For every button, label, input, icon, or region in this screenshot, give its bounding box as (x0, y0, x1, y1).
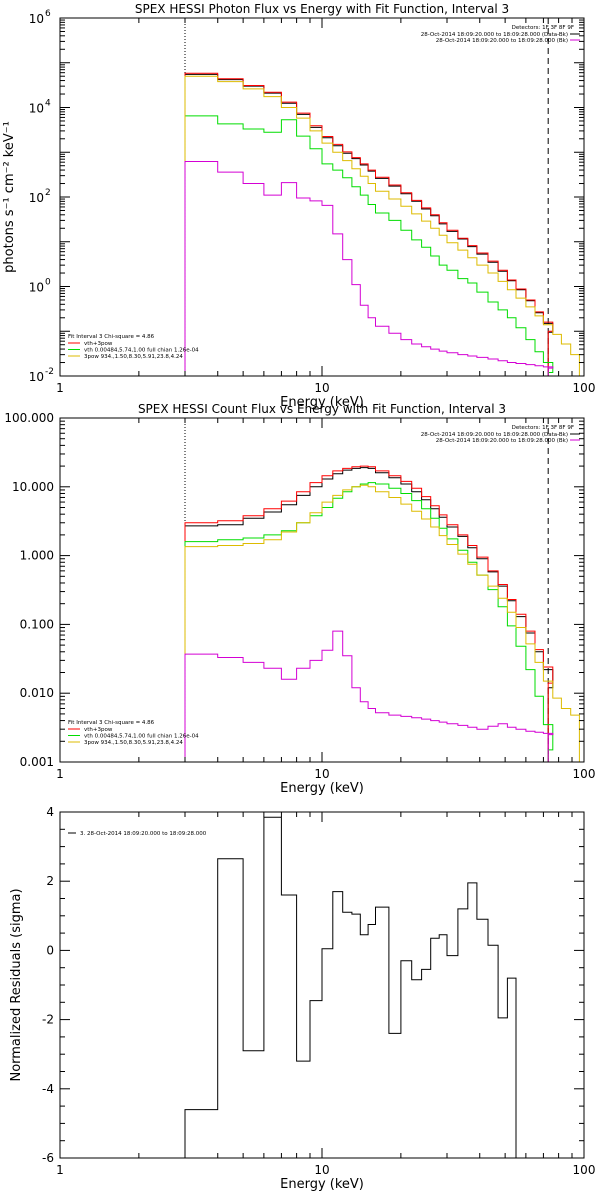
count-x-axis-label: Energy (keV) (280, 781, 364, 796)
photon-x-tick-label: 1 (56, 381, 64, 395)
count-title: SPEX HESSI Count Flux vs Energy with Fit… (138, 402, 506, 416)
residuals-x-tick-label: 1 (56, 1163, 64, 1177)
photon-series-line-0 (184, 73, 554, 376)
residuals-y-tick-label: -6 (42, 1151, 54, 1165)
photon-y-tick-label: 10 (29, 281, 44, 295)
photon-y-tick-label: 10 (29, 102, 44, 116)
photon-legend-header: Detectors: 1F 3F 8F 9F (512, 25, 574, 31)
residuals-y-axis: -6 -4 -2 0 2 4 Normalized Residuals (sigma) (9, 805, 584, 1165)
photon-x-axis: 1 10 100 Energy (keV) (56, 18, 595, 410)
count-y-tick-label: 10.000 (12, 480, 54, 494)
photon-y-tick-base: 10 (29, 102, 44, 116)
photon-fit-legend-header: Fit Interval 3 Chi-square = 4.86 (68, 334, 155, 340)
count-y-tick-label: 0.100 (20, 617, 54, 631)
residuals-legend-item: 3. 28-Oct-2014 18:09:20.000 to 18:09:28.… (80, 831, 207, 837)
residuals-x-axis-label: Energy (keV) (280, 1177, 364, 1192)
count-series-line-3 (184, 484, 580, 762)
photon-fit-legend-item: vth 0.00484,5.74,1.00 full chian 1.26e-0… (84, 348, 199, 354)
photon-series-line-4 (184, 161, 554, 376)
count-legend-item: 28-Oct-2014 18:09:20.000 to 18:09:28.000… (436, 438, 568, 444)
photon-y-tick-base: 10 (29, 281, 44, 295)
count-series-line-1 (184, 465, 554, 762)
residuals-y-tick-label: 2 (46, 874, 54, 888)
count-legend-bottom: Fit Interval 3 Chi-square = 4.86vth+3pow… (68, 720, 199, 746)
photon-legend-bottom: Fit Interval 3 Chi-square = 4.86vth+3pow… (68, 334, 199, 360)
photon-x-tick-label: 10 (314, 381, 329, 395)
photon-y-tick-base: 10 (29, 12, 44, 26)
photon-y-tick-base: 10 (29, 191, 44, 205)
count-fit-legend-item: vth+3pow (84, 727, 113, 733)
residuals-y-tick-label: 0 (46, 943, 54, 957)
residuals-y-tick-label: 4 (46, 805, 54, 819)
residuals-y-tick-label: -4 (42, 1082, 54, 1096)
count-series-group (184, 465, 580, 762)
photon-y-tick-exponent: 6 (45, 9, 51, 19)
photon-chart: SPEX HESSI Photon Flux vs Energy with Fi… (2, 2, 595, 410)
count-series-line-4 (184, 630, 554, 762)
photon-fit-legend-item: vth+3pow (84, 341, 113, 347)
count-y-axis: 0.001 0.010 0.100 1.000 10.000 100.000 (4, 411, 584, 769)
count-legend-header: Detectors: 1F 3F 8F 9F (512, 425, 574, 431)
photon-fit-legend-item: 3pow 934.,1.50,8.30,5.91,23.8,4.24 (84, 354, 183, 360)
count-fit-legend-item: 3pow 934.,1.50,8.30,5.91,23.8,4.24 (84, 740, 183, 746)
photon-x-tick-label: 100 (573, 381, 596, 395)
photon-y-tick-exponent: -2 (45, 367, 54, 377)
photon-title: SPEX HESSI Photon Flux vs Energy with Fi… (135, 2, 509, 16)
count-x-axis: 1 10 100 Energy (keV) (56, 418, 595, 796)
count-legend-item: 28-Oct-2014 18:09:20.000 to 18:09:28.000… (421, 432, 568, 438)
photon-series-line-3 (184, 75, 580, 376)
residuals-y-tick-label: -2 (42, 1013, 54, 1027)
residuals-x-axis: 1 10 100 Energy (keV) (56, 812, 595, 1192)
residuals-x-tick-label: 100 (573, 1163, 596, 1177)
count-x-tick-label: 100 (573, 767, 596, 781)
photon-series-group (184, 72, 580, 376)
photon-y-tick-label: 10 (29, 370, 44, 384)
count-series-line-0 (184, 467, 554, 762)
count-y-tick-label: 0.001 (20, 755, 54, 769)
count-plot-frame (59, 417, 585, 763)
residuals-chart: 1 10 100 Energy (keV) -6 -4 -2 0 2 4 Normalized Re… (9, 805, 595, 1192)
residuals-x-tick-label: 10 (314, 1163, 329, 1177)
photon-y-tick-exponent: 0 (45, 278, 51, 288)
count-chart: SPEX HESSI Count Flux vs Energy with Fit… (4, 402, 595, 796)
residuals-legend-top: 3. 28-Oct-2014 18:09:20.000 to 18:09:28.… (68, 831, 207, 837)
photon-x-axis-label: Energy (keV) (280, 395, 364, 410)
photon-y-tick-exponent: 2 (45, 188, 51, 198)
count-y-tick-label: 1.000 (20, 549, 54, 563)
photon-y-tick-base: 10 (29, 370, 44, 384)
photon-plot-frame (59, 17, 585, 377)
count-fit-legend-header: Fit Interval 3 Chi-square = 4.86 (68, 720, 155, 726)
photon-legend-item: 28-Oct-2014 18:09:20.000 to 18:09:28.000… (436, 38, 568, 44)
count-fit-legend-item: vth 0.00484,5.74,1.00 full chian 1.26e-0… (84, 734, 199, 740)
count-y-tick-label: 100.000 (4, 411, 54, 425)
residuals-series-group (184, 816, 553, 1158)
count-x-tick-label: 10 (314, 767, 329, 781)
photon-y-axis-label: photons s⁻¹ cm⁻² keV⁻¹ (2, 121, 17, 273)
photon-legend-item: 28-Oct-2014 18:09:20.000 to 18:09:28.000… (421, 32, 568, 38)
residuals-series-line-0 (184, 816, 553, 1158)
photon-y-tick-label: 10 (29, 12, 44, 26)
count-y-tick-label: 0.010 (20, 686, 54, 700)
photon-y-tick-label: 10 (29, 191, 44, 205)
count-x-tick-label: 1 (56, 767, 64, 781)
residuals-y-axis-label: Normalized Residuals (sigma) (9, 888, 24, 1081)
photon-series-line-2 (184, 115, 554, 376)
photon-series-line-1 (184, 72, 554, 376)
photon-y-tick-exponent: 4 (45, 99, 51, 109)
